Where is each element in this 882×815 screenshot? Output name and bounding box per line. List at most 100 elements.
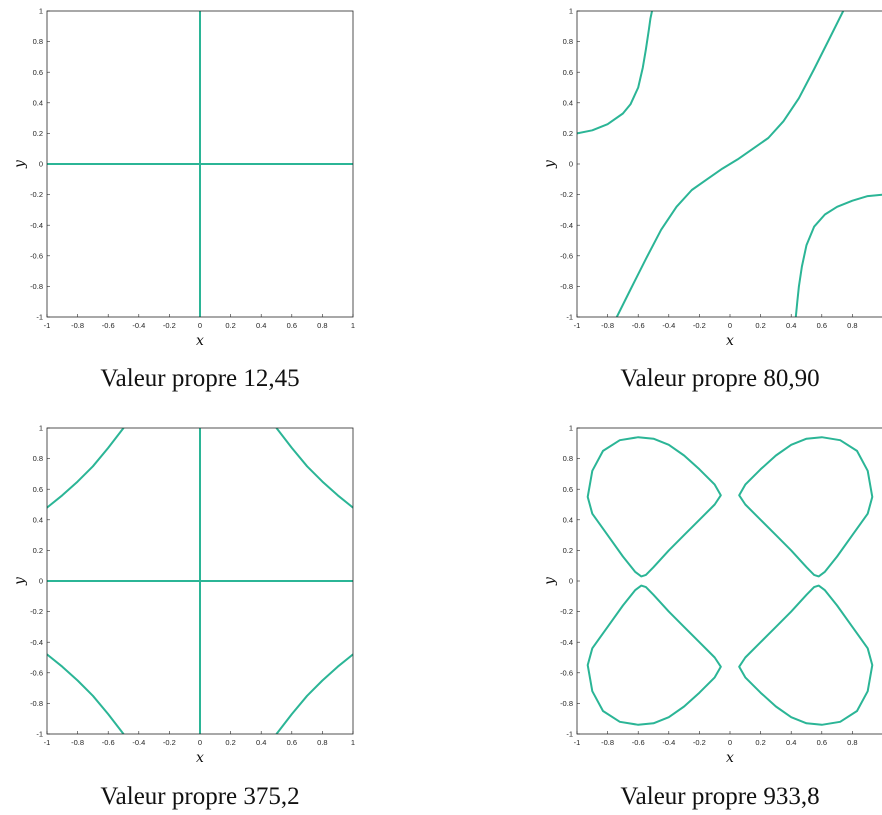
x-tick-label: -0.8 [71,321,84,330]
x-tick-label: -0.4 [662,738,675,747]
y-tick-label: 0.6 [33,485,43,494]
x-tick-label: 0 [728,738,732,747]
x-tick-label: -0.6 [102,738,115,747]
y-tick-label: 0.6 [563,485,573,494]
y-tick-label: -0.4 [30,638,43,647]
x-tick-label: 0 [198,738,202,747]
x-tick-label: 0.4 [256,321,266,330]
y-tick-label: 0.2 [33,546,43,555]
y-tick-label: 0 [569,160,573,169]
x-tick-label: 0.2 [755,321,765,330]
y-axis-label: y [12,159,28,169]
x-tick-label: -0.8 [601,321,614,330]
y-tick-label: 0.8 [33,37,43,46]
y-tick-label: -0.4 [560,638,573,647]
y-tick-label: -0.2 [560,190,573,199]
x-tick-label: -0.6 [102,321,115,330]
curve-line [794,193,882,317]
y-tick-label: -0.8 [30,282,43,291]
x-tick-label: -1 [574,738,581,747]
y-axis-label: y [12,576,28,586]
x-axis-label: x [726,750,734,766]
x-tick-label: 1 [351,321,355,330]
x-tick-label: -0.2 [163,321,176,330]
panel-top-left: -1 -0.8 -0.6 -0.4 -0.2 0 0.2 0.4 0.6 0.8 1 -1 -0.8 -0… [12,7,355,349]
y-tick-label: -1 [566,313,573,322]
y-tick-label: -0.6 [560,668,573,677]
y-tick-label: 0.2 [563,546,573,555]
y-tick-label: 0 [569,577,573,586]
x-tick-label: 0.6 [817,321,827,330]
x-tick-label: -1 [574,321,581,330]
x-tick-label: -0.8 [601,738,614,747]
x-axis-label: x [196,750,204,766]
x-tick-label: 0.6 [287,321,297,330]
curve-line [738,436,874,578]
y-tick-label: -0.4 [560,221,573,230]
y-tick-label: 0.4 [563,515,573,524]
y-tick-label: 0.4 [33,98,43,107]
y-axis-label: y [542,576,558,586]
x-tick-label: 0.4 [256,738,266,747]
y-tick-label: -0.8 [560,282,573,291]
x-tick-label: 0.8 [847,321,857,330]
x-tick-label: -0.4 [132,321,145,330]
y-tick-label: -1 [36,730,43,739]
x-tick-label: 0 [198,321,202,330]
curve-line [738,584,874,726]
panel-bottom-right: -1 -0.8 -0.6 -0.4 -0.2 0 0.2 0.4 0.6 0.8 -1 -0.8 -0.… [542,424,882,766]
x-axis-label: x [726,333,734,349]
x-tick-label: 0.2 [225,321,235,330]
panel-top-right: -1 -0.8 -0.6 -0.4 -0.2 0 0.2 0.4 0.6 0.8 -1 -0.8 -0.… [542,7,882,349]
axes-box [46,427,354,735]
y-tick-label: 0.8 [563,454,573,463]
y-tick-label: -0.2 [30,607,43,616]
y-tick-label: -0.6 [560,251,573,260]
y-tick-label: -0.6 [30,251,43,260]
curve-line [586,584,722,726]
y-axis-label: y [542,159,558,169]
y-tick-label: 1 [39,7,43,16]
x-tick-label: 0.8 [847,738,857,747]
y-tick-label: 0.6 [33,68,43,77]
x-tick-label: 0.4 [786,321,796,330]
curve-line [586,436,722,578]
x-tick-label: -0.2 [693,321,706,330]
caption-top-left: Valeur propre 12,45 [100,365,300,392]
x-tick-label: 0.2 [755,738,765,747]
axes-box [46,10,354,318]
curve-line [615,11,845,317]
y-tick-label: 0.8 [33,454,43,463]
y-tick-label: -0.2 [560,607,573,616]
y-tick-label: 0 [39,160,43,169]
y-tick-label: 0 [39,577,43,586]
curve-line [47,653,125,734]
caption-top-right: Valeur propre 80,90 [620,365,820,392]
x-tick-label: 0.6 [817,738,827,747]
y-tick-label: 0.2 [33,129,43,138]
y-tick-label: 0.4 [33,515,43,524]
x-tick-label: 0.8 [317,321,327,330]
x-tick-label: 0.8 [317,738,327,747]
x-tick-label: -0.6 [632,738,645,747]
x-tick-label: -1 [44,738,51,747]
y-tick-label: 1 [569,424,573,433]
x-tick-label: 0.4 [786,738,796,747]
x-tick-label: -0.6 [632,321,645,330]
x-tick-label: 0.6 [287,738,297,747]
axes-box [576,427,882,735]
x-tick-label: -0.2 [693,738,706,747]
caption-bottom-right: Valeur propre 933,8 [620,783,820,810]
y-tick-label: 0.2 [563,129,573,138]
y-tick-label: 0.6 [563,68,573,77]
y-tick-label: 0.4 [563,98,573,107]
caption-bottom-left: Valeur propre 375,2 [100,783,300,810]
x-tick-label: -0.4 [132,738,145,747]
y-tick-label: -0.8 [560,699,573,708]
curve-line [47,428,125,509]
y-tick-label: -0.8 [30,699,43,708]
curve-line [275,428,353,509]
y-tick-label: 1 [569,7,573,16]
x-tick-label: 0.2 [225,738,235,747]
